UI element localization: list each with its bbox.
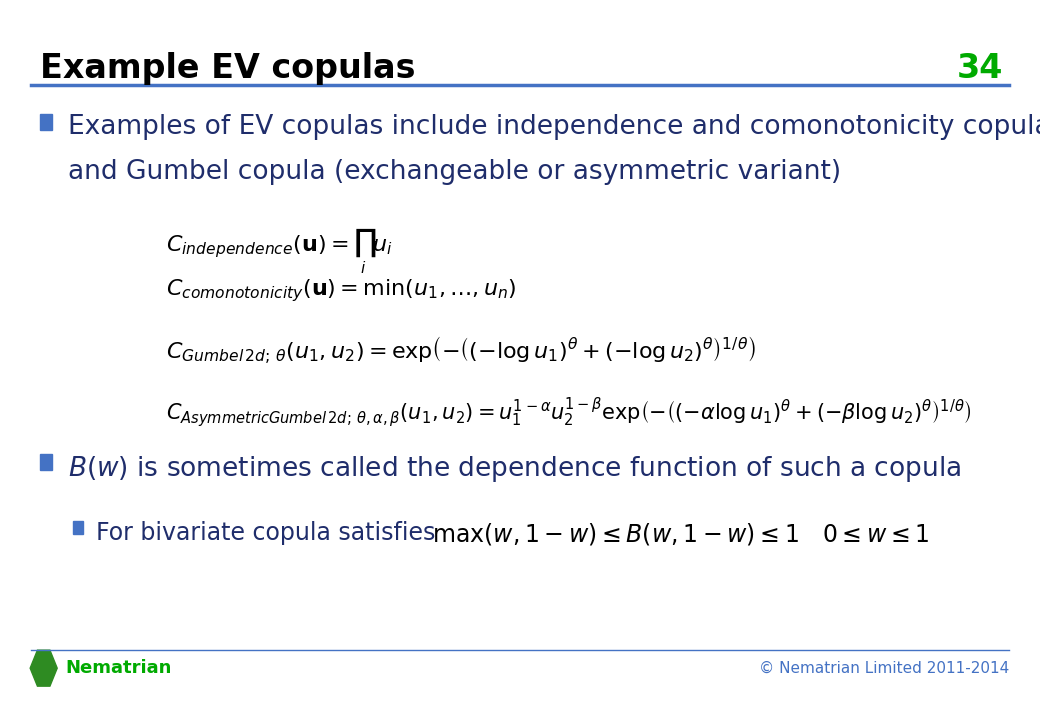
Text: $C_{\mathit{comonotonicity}}\left(\mathbf{u}\right) = \min\left(u_1, \ldots, u_n: $C_{\mathit{comonotonicity}}\left(\mathb… [166,277,517,304]
Text: © Nematrian Limited 2011-2014: © Nematrian Limited 2011-2014 [758,661,1009,675]
Text: Nematrian: Nematrian [66,660,172,677]
Text: $\max(w,1-w) \leq B(w,1-w) \leq 1 \quad 0 \leq w \leq 1$: $\max(w,1-w) \leq B(w,1-w) \leq 1 \quad … [432,521,929,546]
Text: $C_{\mathit{Gumbel\,2d};\,\theta}\left(u_1, u_2\right) = \exp\!\left(-\left(\lef: $C_{\mathit{Gumbel\,2d};\,\theta}\left(u… [166,335,756,367]
Text: $C_{\mathit{AsymmetricGumbel\,2d};\,\theta,\alpha,\beta}\left(u_1, u_2\right) = : $C_{\mathit{AsymmetricGumbel\,2d};\,\the… [166,396,972,431]
Polygon shape [30,650,57,686]
Text: Example EV copulas: Example EV copulas [40,52,415,85]
Bar [40,114,52,130]
Text: and Gumbel copula (exchangeable or asymmetric variant): and Gumbel copula (exchangeable or asymm… [68,159,840,185]
Text: $B(w)$ is sometimes called the dependence function of such a copula: $B(w)$ is sometimes called the dependenc… [68,454,961,485]
Text: Examples of EV copulas include independence and comonotonicity copulas: Examples of EV copulas include independe… [68,114,1040,140]
Bar [73,521,83,534]
Text: For bivariate copula satisfies: For bivariate copula satisfies [96,521,435,544]
Text: 34: 34 [957,52,1004,85]
Text: $C_{\mathit{independence}}\left(\mathbf{u}\right) = \prod_{i} u_i$: $C_{\mathit{independence}}\left(\mathbf{… [166,227,393,276]
Bar [40,454,52,470]
